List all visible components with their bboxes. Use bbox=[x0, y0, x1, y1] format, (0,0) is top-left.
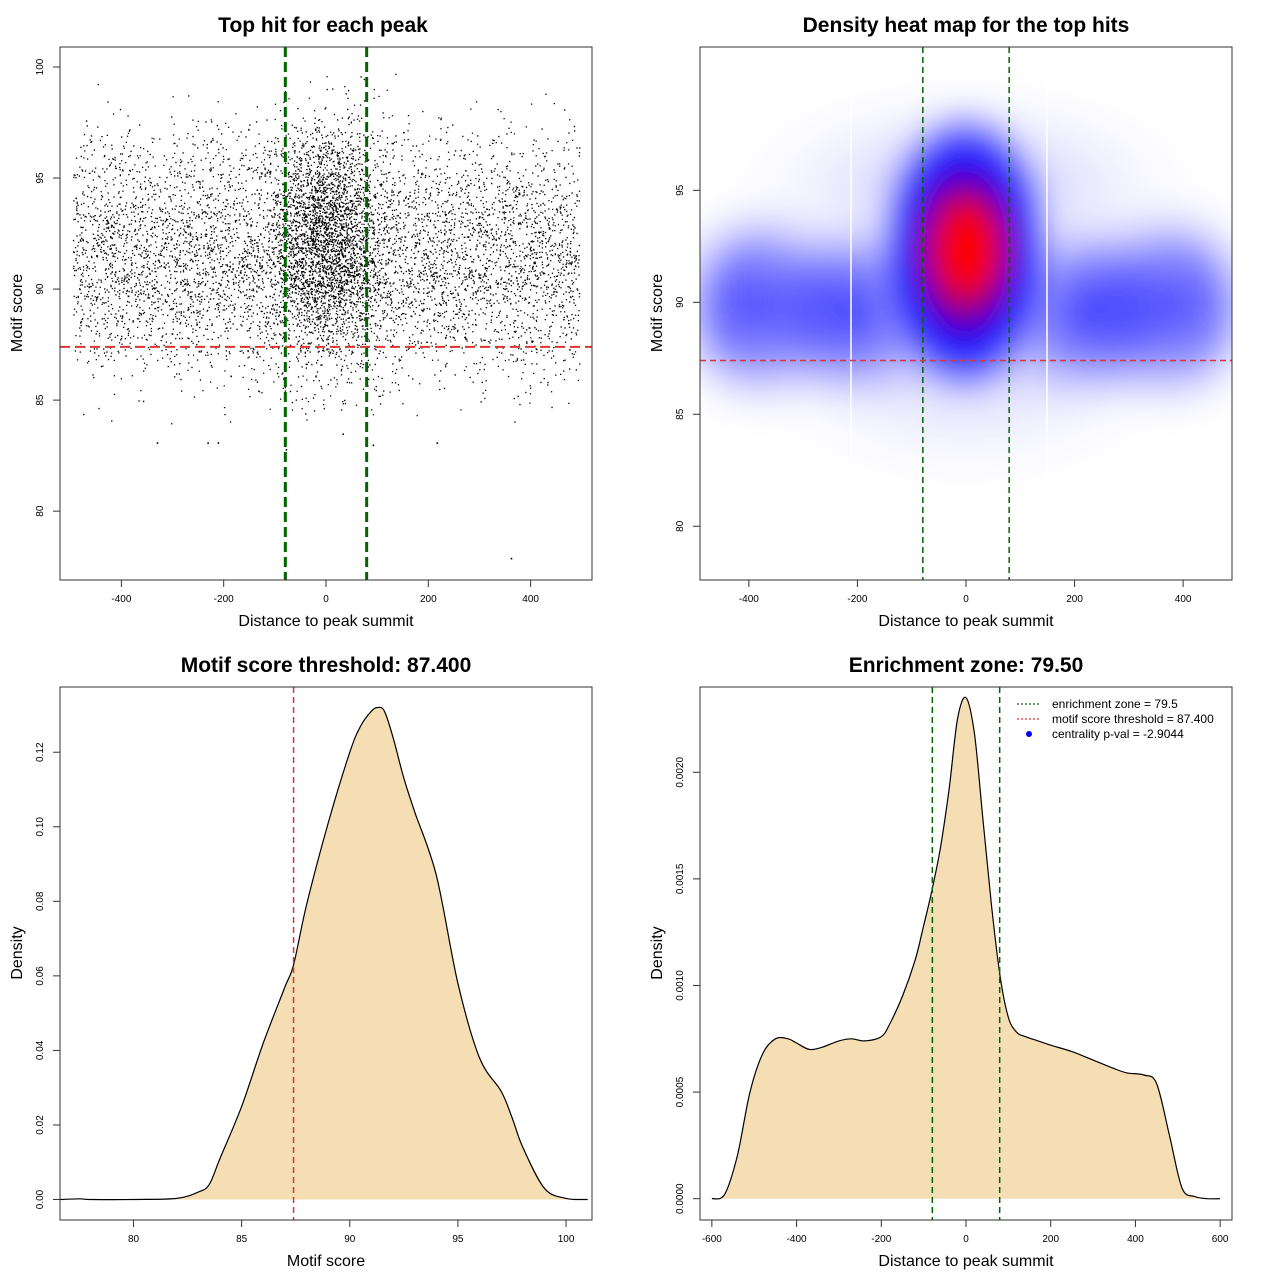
legend-entry-enrichment-zone: enrichment zone = 79.5 bbox=[1052, 697, 1178, 711]
y-tick-label: 0.04 bbox=[35, 1040, 46, 1060]
y-tick-label: 0.00 bbox=[35, 1189, 46, 1209]
heatmap-density bbox=[700, 67, 1232, 507]
scatter-point bbox=[217, 442, 220, 444]
x-axis: -600 -400 -200 0 200 400 600 bbox=[702, 1219, 1229, 1245]
legend-key-centrality bbox=[1026, 731, 1032, 737]
x-tick-label: -200 bbox=[214, 594, 234, 605]
panel-density-heatmap: Density heat map for the top hits -400 -2… bbox=[649, 14, 1233, 630]
scatter-point bbox=[510, 557, 513, 560]
scatter-point bbox=[342, 433, 344, 436]
y-axis: 80 85 90 95 100 bbox=[35, 58, 61, 517]
density-line bbox=[59, 706, 588, 1201]
x-tick-label: 600 bbox=[1212, 1234, 1229, 1245]
x-axis: 80 85 90 95 100 bbox=[128, 1219, 575, 1245]
x-tick-label: -400 bbox=[111, 594, 131, 605]
reference-lines bbox=[60, 47, 592, 580]
y-axis-label: Density bbox=[649, 926, 666, 979]
y-axis-label: Motif score bbox=[649, 274, 666, 352]
panel-enrichment-zone-density: Enrichment zone: 79.50 -600 -400 -200 0 200 4… bbox=[649, 654, 1233, 1270]
scatter-point-cloud bbox=[72, 73, 581, 425]
x-tick-label: 0 bbox=[963, 1234, 969, 1245]
density-curve bbox=[711, 696, 1221, 1200]
x-tick-label: 400 bbox=[1175, 594, 1192, 605]
y-tick-label: 0.06 bbox=[35, 966, 46, 986]
chart-title: Density heat map for the top hits bbox=[803, 14, 1130, 37]
y-tick-label: 100 bbox=[35, 58, 46, 75]
density-line bbox=[711, 696, 1221, 1200]
x-tick-label: -400 bbox=[787, 1234, 807, 1245]
y-tick-label: 0.08 bbox=[35, 891, 46, 911]
x-tick-label: 80 bbox=[128, 1234, 140, 1245]
y-tick-label: 90 bbox=[675, 296, 686, 308]
scatter-point bbox=[156, 442, 159, 444]
density-area-fill bbox=[711, 697, 1221, 1199]
scatter-point bbox=[372, 444, 375, 447]
scatter-points bbox=[72, 73, 581, 560]
y-tick-label: 80 bbox=[675, 520, 686, 532]
x-tick-label: 90 bbox=[344, 1234, 356, 1245]
y-tick-label: 90 bbox=[35, 283, 46, 295]
reference-lines bbox=[700, 47, 1232, 580]
plot-background bbox=[60, 47, 592, 580]
y-axis: 0.0000 0.0005 0.0010 0.0015 0.0020 bbox=[675, 757, 701, 1214]
x-axis: -400 -200 0 200 400 bbox=[111, 579, 539, 605]
y-tick-label: 0.10 bbox=[35, 817, 46, 837]
x-tick-label: 400 bbox=[522, 594, 539, 605]
reference-lines bbox=[931, 687, 1001, 1220]
panel-scatter-top-hits: Top hit for each peak -400 -200 0 200 400 80… bbox=[9, 14, 593, 630]
scatter-point bbox=[285, 448, 288, 451]
y-tick-label: 0.12 bbox=[35, 742, 46, 762]
x-tick-label: -600 bbox=[702, 1234, 722, 1245]
y-tick-label: 0.02 bbox=[35, 1115, 46, 1135]
x-tick-label: 85 bbox=[236, 1234, 248, 1245]
x-tick-label: 200 bbox=[420, 594, 437, 605]
y-tick-label: 0.0005 bbox=[675, 1076, 686, 1107]
x-tick-label: -200 bbox=[847, 594, 867, 605]
heatmap-clip bbox=[700, 47, 1232, 580]
legend-entry-motif-threshold: motif score threshold = 87.400 bbox=[1052, 712, 1214, 726]
x-tick-label: 95 bbox=[452, 1234, 464, 1245]
scatter-point bbox=[207, 442, 209, 444]
x-tick-label: -200 bbox=[871, 1234, 891, 1245]
x-axis-label: Distance to peak summit bbox=[878, 1253, 1054, 1270]
x-tick-label: 400 bbox=[1127, 1234, 1144, 1245]
y-axis: 80 85 90 95 bbox=[675, 184, 701, 532]
y-tick-label: 95 bbox=[675, 184, 686, 196]
y-axis-label: Density bbox=[9, 926, 26, 979]
chart-title: Enrichment zone: 79.50 bbox=[849, 654, 1084, 677]
y-tick-label: 0.0015 bbox=[675, 863, 686, 894]
chart-title: Motif score threshold: 87.400 bbox=[181, 654, 472, 677]
y-tick-label: 0.0000 bbox=[675, 1183, 686, 1214]
x-tick-label: -400 bbox=[739, 594, 759, 605]
x-tick-label: 0 bbox=[323, 594, 329, 605]
x-tick-label: 200 bbox=[1042, 1234, 1059, 1245]
x-axis-label: Motif score bbox=[287, 1253, 365, 1270]
legend-entry-centrality: centrality p-val = -2.9044 bbox=[1052, 727, 1184, 741]
y-tick-label: 95 bbox=[35, 172, 46, 184]
y-tick-label: 85 bbox=[35, 394, 46, 406]
scatter-point bbox=[436, 442, 439, 444]
density-curve bbox=[59, 706, 588, 1201]
y-tick-label: 85 bbox=[675, 408, 686, 420]
x-tick-label: 100 bbox=[558, 1234, 575, 1245]
density-area-fill bbox=[60, 707, 588, 1200]
y-axis: 0.00 0.02 0.04 0.06 0.08 0.10 0.12 bbox=[35, 742, 61, 1209]
y-axis-label: Motif score bbox=[9, 274, 26, 352]
panel-motif-score-density: Motif score threshold: 87.400 80 85 90 95 10… bbox=[9, 654, 593, 1270]
x-axis: -400 -200 0 200 400 bbox=[739, 579, 1192, 605]
y-tick-label: 80 bbox=[35, 505, 46, 517]
y-tick-label: 0.0010 bbox=[675, 970, 686, 1001]
legend: enrichment zone = 79.5 motif score thres… bbox=[1017, 697, 1214, 741]
x-tick-label: 200 bbox=[1066, 594, 1083, 605]
x-axis-label: Distance to peak summit bbox=[238, 613, 414, 630]
chart-title: Top hit for each peak bbox=[218, 14, 428, 37]
x-tick-label: 0 bbox=[963, 594, 969, 605]
x-axis-label: Distance to peak summit bbox=[878, 613, 1054, 630]
y-tick-label: 0.0020 bbox=[675, 757, 686, 788]
